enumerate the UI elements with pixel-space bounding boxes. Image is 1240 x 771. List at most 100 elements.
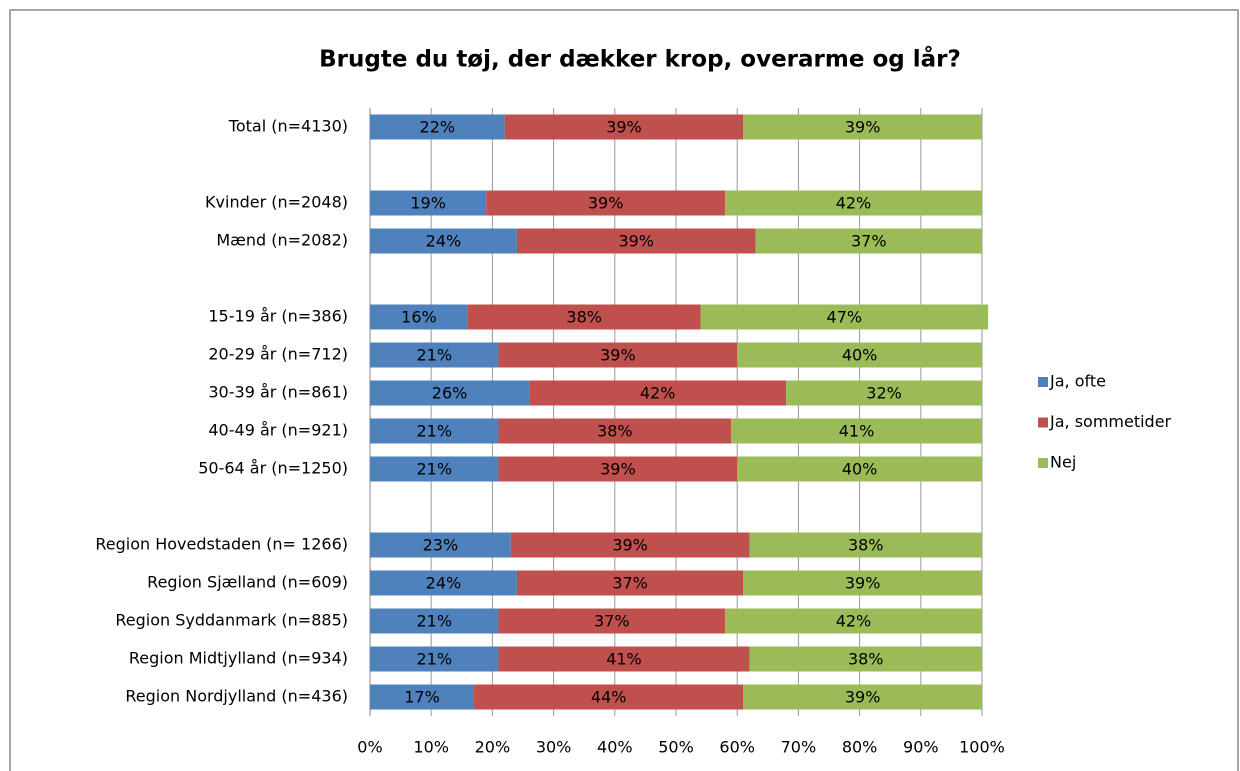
- legend-swatch: [1038, 458, 1048, 468]
- x-tick-label: 20%: [475, 738, 511, 757]
- x-tick-label: 30%: [536, 738, 572, 757]
- bar-segment: [370, 418, 499, 444]
- x-tick-label: 50%: [658, 738, 694, 757]
- bar-segment: [370, 646, 499, 672]
- bar-segment: [370, 114, 505, 140]
- bar-segment: [743, 684, 982, 710]
- data-label: 39%: [600, 346, 636, 365]
- legend-label: Nej: [1050, 453, 1076, 472]
- data-label: 21%: [416, 346, 452, 365]
- y-tick-label: Kvinder (n=2048): [205, 193, 348, 212]
- legend-swatch: [1038, 417, 1048, 428]
- y-tick-label: Mænd (n=2082): [216, 231, 348, 250]
- bar-segment: [731, 418, 982, 444]
- bar-segment: [700, 304, 989, 330]
- data-label: 24%: [426, 574, 462, 593]
- data-label: 42%: [640, 384, 676, 403]
- bar-segment: [737, 342, 982, 368]
- data-label: 32%: [866, 384, 902, 403]
- y-tick-label: Total (n=4130): [228, 117, 348, 136]
- data-label: 41%: [839, 422, 875, 441]
- y-tick-label: 15-19 år (n=386): [208, 307, 348, 326]
- data-label: 37%: [851, 232, 887, 251]
- chart-title: Brugte du tøj, der dækker krop, overarme…: [319, 46, 961, 73]
- data-label: 19%: [410, 194, 446, 213]
- x-tick-label: 70%: [781, 738, 817, 757]
- y-tick-label: Region Midtjylland (n=934): [129, 649, 348, 668]
- data-label: 16%: [401, 308, 437, 327]
- data-label: 47%: [827, 308, 863, 327]
- x-tick-label: 100%: [959, 738, 1005, 757]
- bar-segment: [370, 570, 517, 596]
- data-label: 44%: [591, 688, 627, 707]
- x-tick-label: 40%: [597, 738, 633, 757]
- bar-segment: [498, 608, 725, 634]
- bar-segment: [724, 190, 982, 216]
- data-label: 42%: [836, 612, 872, 631]
- data-label: 23%: [423, 536, 459, 555]
- data-label: 39%: [612, 536, 648, 555]
- y-tick-label: 30-39 år (n=861): [208, 383, 348, 402]
- data-label: 39%: [618, 232, 654, 251]
- y-tick-label: 20-29 år (n=712): [208, 345, 348, 364]
- data-label: 39%: [845, 118, 881, 137]
- x-tick-label: 80%: [842, 738, 878, 757]
- data-label: 21%: [416, 650, 452, 669]
- bar-segment: [486, 190, 725, 216]
- bar-segment: [786, 380, 982, 406]
- bar-segment: [498, 418, 732, 444]
- bar-segment: [370, 342, 499, 368]
- data-label: 40%: [842, 460, 878, 479]
- bar-segment: [370, 684, 475, 710]
- y-tick-label: Region Hovedstaden (n= 1266): [95, 535, 348, 554]
- legend-label: Ja, sommetider: [1049, 412, 1172, 431]
- bar-segment: [529, 380, 787, 406]
- data-label: 42%: [836, 194, 872, 213]
- y-tick-label: 50-64 år (n=1250): [198, 459, 348, 478]
- bar-segment: [370, 608, 499, 634]
- data-label: 37%: [594, 612, 630, 631]
- data-label: 39%: [606, 118, 642, 137]
- bar-segment: [370, 532, 511, 558]
- bar-segment: [370, 304, 468, 330]
- legend-label: Ja, ofte: [1049, 372, 1106, 391]
- bar-segment: [498, 646, 750, 672]
- y-tick-label: Region Syddanmark (n=885): [115, 611, 348, 630]
- bar-segment: [749, 532, 982, 558]
- y-tick-label: 40-49 år (n=921): [208, 421, 348, 440]
- bar-segment: [516, 570, 744, 596]
- data-label: 41%: [606, 650, 642, 669]
- bar-segment: [516, 228, 756, 254]
- bar-segment: [737, 456, 982, 482]
- y-tick-label: Region Sjælland (n=609): [147, 573, 348, 592]
- data-label: 21%: [416, 612, 452, 631]
- bar-segment: [474, 684, 744, 710]
- x-tick-label: 60%: [719, 738, 755, 757]
- bar-segment: [504, 114, 744, 140]
- data-label: 39%: [845, 574, 881, 593]
- bar-segment: [743, 114, 982, 140]
- data-label: 38%: [566, 308, 602, 327]
- data-label: 21%: [416, 422, 452, 441]
- data-label: 40%: [842, 346, 878, 365]
- data-label: 17%: [404, 688, 440, 707]
- data-label: 39%: [845, 688, 881, 707]
- data-label: 21%: [416, 460, 452, 479]
- data-label: 38%: [597, 422, 633, 441]
- bar-segment: [743, 570, 982, 596]
- data-label: 24%: [426, 232, 462, 251]
- data-label: 38%: [848, 650, 884, 669]
- y-tick-label: Region Nordjylland (n=436): [125, 687, 348, 706]
- bar-segment: [510, 532, 750, 558]
- bar-segment: [498, 456, 738, 482]
- data-label: 38%: [848, 536, 884, 555]
- data-label: 39%: [588, 194, 624, 213]
- x-tick-label: 10%: [413, 738, 449, 757]
- bar-segment: [724, 608, 982, 634]
- bar-segment: [370, 380, 530, 406]
- bar-segment: [755, 228, 982, 254]
- legend-swatch: [1038, 377, 1048, 387]
- bar-segment: [467, 304, 701, 330]
- data-label: 26%: [432, 384, 468, 403]
